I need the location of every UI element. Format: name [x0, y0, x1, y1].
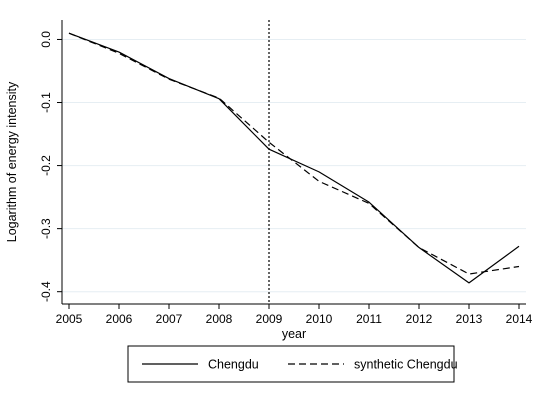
x-tick-label: 2006 [106, 312, 133, 326]
series-line-chengdu [68, 32, 520, 284]
x-tick-label: 2009 [256, 312, 283, 326]
legend: Chengdu synthetic Chengdu [127, 345, 458, 383]
y-tick-label: -0.4 [39, 281, 53, 302]
y-tick-label: -0.1 [39, 92, 53, 113]
grid-lines [62, 38, 526, 293]
x-tick-label: 2005 [56, 312, 83, 326]
series-lines [68, 32, 520, 284]
axes [57, 20, 526, 309]
x-tick-label: 2010 [306, 312, 333, 326]
x-tick-label: 2011 [356, 312, 382, 326]
series-line-synthetic-chengdu [68, 32, 520, 275]
y-tick-label: 0.0 [39, 31, 53, 48]
legend-label: synthetic Chengdu [354, 358, 458, 372]
x-tick-label: 2008 [206, 312, 233, 326]
x-tick-label: 2014 [506, 312, 533, 326]
x-tick-label: 2013 [456, 312, 483, 326]
legend-label: Chengdu [208, 358, 259, 372]
y-tick-label: -0.2 [39, 155, 53, 176]
x-axis-title: year [282, 327, 306, 341]
y-tick-label: -0.3 [39, 218, 53, 239]
x-tick-label: 2007 [156, 312, 183, 326]
y-axis-title: Logarithm of energy intensity [5, 81, 19, 242]
x-tick-label: 2012 [406, 312, 433, 326]
